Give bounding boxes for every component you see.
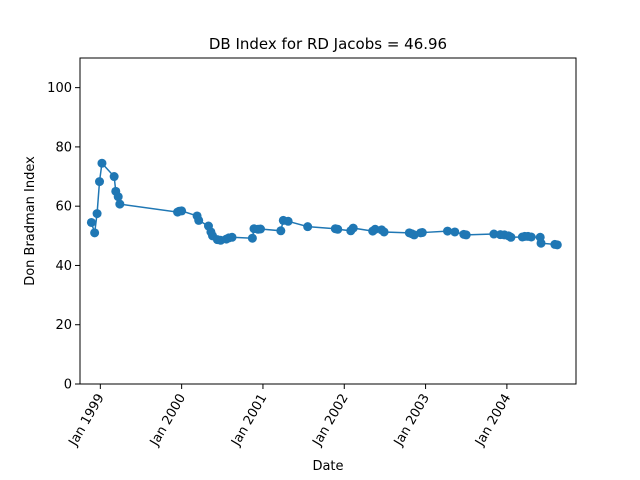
data-point <box>506 232 516 242</box>
data-point <box>379 227 389 237</box>
x-axis-label: Date <box>312 459 343 474</box>
data-point <box>450 227 460 237</box>
plot-frame <box>79 57 577 385</box>
data-point <box>417 228 427 238</box>
data-point <box>443 226 453 236</box>
y-tick-label: 40 <box>55 259 72 274</box>
data-point <box>90 228 100 238</box>
plot-area <box>79 57 577 385</box>
data-point <box>95 177 105 187</box>
data-point <box>92 209 102 219</box>
data-point <box>536 238 546 248</box>
data-point <box>194 215 204 225</box>
y-tick-label: 80 <box>55 140 72 155</box>
series-layer <box>86 158 562 250</box>
y-tick-label: 60 <box>55 200 72 215</box>
data-point <box>109 172 119 182</box>
data-point <box>489 229 499 239</box>
data-point <box>227 232 237 242</box>
data-point <box>370 224 380 234</box>
data-point <box>461 230 471 240</box>
data-point <box>113 192 123 202</box>
y-tick-label: 100 <box>47 81 72 96</box>
y-tick-label: 20 <box>55 318 72 333</box>
data-point <box>333 224 343 234</box>
y-axis-label: Don Bradman Index <box>23 156 38 286</box>
data-point <box>247 233 257 243</box>
data-point <box>256 224 266 234</box>
y-axis: 0 20 40 60 80 100 <box>47 81 80 393</box>
y-tick-label: 0 <box>64 378 72 393</box>
data-point <box>276 226 286 236</box>
data-point <box>303 222 313 232</box>
data-point <box>86 217 96 227</box>
data-point <box>115 199 125 209</box>
chart-title: DB Index for RD Jacobs = 46.96 <box>209 35 447 53</box>
data-point <box>552 240 562 250</box>
data-point <box>97 158 107 168</box>
data-point <box>177 206 187 216</box>
data-point <box>283 216 293 226</box>
data-point <box>526 232 536 242</box>
data-point <box>348 223 358 233</box>
